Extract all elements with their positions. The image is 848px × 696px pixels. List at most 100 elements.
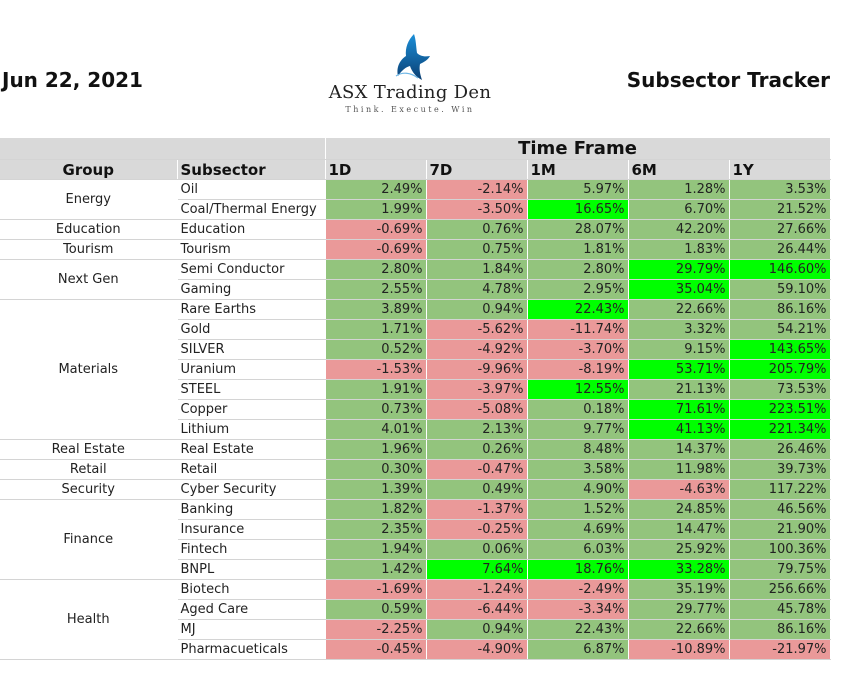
value-cell: 3.58%	[527, 459, 629, 480]
value-cell: 22.43%	[527, 299, 629, 320]
table-row: Uranium -1.53% -9.96% -8.19% 53.71% 205.79%	[0, 359, 831, 380]
value-cell: 4.90%	[527, 479, 629, 500]
value-cell: 1.83%	[628, 239, 730, 260]
value-cell: 0.94%	[426, 299, 528, 320]
value-cell: 1.28%	[628, 179, 730, 200]
column-header-group: Group	[0, 159, 178, 180]
value-cell: -2.14%	[426, 179, 528, 200]
subsector-cell: Fintech	[177, 539, 326, 560]
value-cell: 0.94%	[426, 619, 528, 640]
value-cell: -6.44%	[426, 599, 528, 620]
table-row: Gold 1.71% -5.62% -11.74% 3.32% 54.21%	[0, 319, 831, 340]
value-cell: -5.08%	[426, 399, 528, 420]
value-cell: 28.07%	[527, 219, 629, 240]
subsector-cell: SILVER	[177, 339, 326, 360]
table-row: SILVER 0.52% -4.92% -3.70% 9.15% 143.65%	[0, 339, 831, 360]
value-cell: 6.87%	[527, 639, 629, 660]
value-cell: -8.19%	[527, 359, 629, 380]
subsector-cell: Semi Conductor	[177, 259, 326, 280]
value-cell: 33.28%	[628, 559, 730, 580]
table-row: STEEL 1.91% -3.97% 12.55% 21.13% 73.53%	[0, 379, 831, 400]
table-row: Aged Care 0.59% -6.44% -3.34% 29.77% 45.78%	[0, 599, 831, 620]
value-cell: 1.42%	[325, 559, 427, 580]
value-cell: 73.53%	[729, 379, 831, 400]
value-cell: 2.80%	[325, 259, 427, 280]
value-cell: 27.66%	[729, 219, 831, 240]
value-cell: 0.18%	[527, 399, 629, 420]
value-cell: 14.47%	[628, 519, 730, 540]
table-row: Lithium 4.01% 2.13% 9.77% 41.13% 221.34%	[0, 419, 831, 440]
subsector-cell: Copper	[177, 399, 326, 420]
value-cell: 143.65%	[729, 339, 831, 360]
table-row: BNPL 1.42% 7.64% 18.76% 33.28% 79.75%	[0, 559, 831, 580]
value-cell: -3.70%	[527, 339, 629, 360]
value-cell: -11.74%	[527, 319, 629, 340]
value-cell: 11.98%	[628, 459, 730, 480]
column-header-1d: 1D	[325, 159, 427, 180]
group-cell: Finance	[0, 499, 178, 580]
value-cell: 25.92%	[628, 539, 730, 560]
table-row: Pharmacueticals -0.45% -4.90% 6.87% -10.89% -…	[0, 639, 831, 660]
value-cell: -0.47%	[426, 459, 528, 480]
value-cell: 2.35%	[325, 519, 427, 540]
value-cell: 2.49%	[325, 179, 427, 200]
value-cell: -2.25%	[325, 619, 427, 640]
value-cell: 86.16%	[729, 299, 831, 320]
value-cell: 0.30%	[325, 459, 427, 480]
value-cell: 1.94%	[325, 539, 427, 560]
value-cell: -2.49%	[527, 579, 629, 600]
subsector-cell: Biotech	[177, 579, 326, 600]
super-header-blank	[0, 138, 326, 160]
value-cell: 9.77%	[527, 419, 629, 440]
value-cell: 5.97%	[527, 179, 629, 200]
value-cell: 1.52%	[527, 499, 629, 520]
value-cell: -1.37%	[426, 499, 528, 520]
subsector-cell: MJ	[177, 619, 326, 640]
group-cell: Tourism	[0, 239, 178, 260]
value-cell: 1.82%	[325, 499, 427, 520]
value-cell: 59.10%	[729, 279, 831, 300]
value-cell: 1.71%	[325, 319, 427, 340]
value-cell: 46.56%	[729, 499, 831, 520]
value-cell: 21.90%	[729, 519, 831, 540]
report-date: Jun 22, 2021	[2, 68, 143, 92]
value-cell: 14.37%	[628, 439, 730, 460]
subsector-cell: Banking	[177, 499, 326, 520]
value-cell: 221.34%	[729, 419, 831, 440]
group-cell: Education	[0, 219, 178, 240]
value-cell: 205.79%	[729, 359, 831, 380]
value-cell: 9.15%	[628, 339, 730, 360]
value-cell: -0.69%	[325, 239, 427, 260]
value-cell: 100.36%	[729, 539, 831, 560]
value-cell: 54.21%	[729, 319, 831, 340]
value-cell: -1.53%	[325, 359, 427, 380]
table-row: Finance Banking 1.82% -1.37% 1.52% 24.85% 46.5…	[0, 499, 831, 580]
value-cell: 1.81%	[527, 239, 629, 260]
value-cell: 2.13%	[426, 419, 528, 440]
subsector-cell: Insurance	[177, 519, 326, 540]
subsector-cell: Uranium	[177, 359, 326, 380]
value-cell: 24.85%	[628, 499, 730, 520]
column-header-subsector: Subsector	[177, 159, 326, 180]
subsector-cell: BNPL	[177, 559, 326, 580]
subsector-cell: Real Estate	[177, 439, 326, 460]
subsector-cell: Tourism	[177, 239, 326, 260]
group-cell: Security	[0, 479, 178, 500]
value-cell: -10.89%	[628, 639, 730, 660]
value-cell: -21.97%	[729, 639, 831, 660]
value-cell: 26.44%	[729, 239, 831, 260]
table-row: Education Education -0.69% 0.76% 28.07% 42.20…	[0, 219, 831, 240]
value-cell: 21.52%	[729, 199, 831, 220]
value-cell: 2.95%	[527, 279, 629, 300]
value-cell: -1.24%	[426, 579, 528, 600]
value-cell: -0.69%	[325, 219, 427, 240]
subsector-table: Time Frame Group Subsector 1D 7D 1M 6M 1…	[0, 138, 831, 660]
value-cell: 16.65%	[527, 199, 629, 220]
value-cell: 35.19%	[628, 579, 730, 600]
group-cell: Energy	[0, 179, 178, 220]
subsector-cell: Cyber Security	[177, 479, 326, 500]
value-cell: -5.62%	[426, 319, 528, 340]
value-cell: 3.32%	[628, 319, 730, 340]
value-cell: 6.03%	[527, 539, 629, 560]
value-cell: 21.13%	[628, 379, 730, 400]
